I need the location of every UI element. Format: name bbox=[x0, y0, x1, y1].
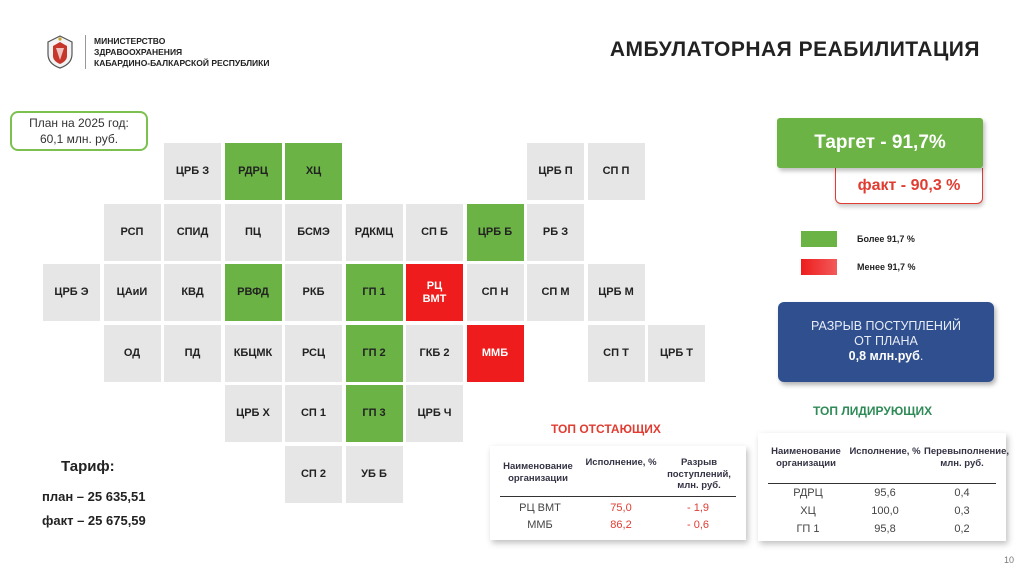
gap-value: 0,8 млн.руб bbox=[848, 349, 920, 363]
ministry-header: МИНИСТЕРСТВО ЗДРАВООХРАНЕНИЯ КАБАРДИНО-Б… bbox=[45, 34, 269, 70]
grid-cell: РСП bbox=[102, 202, 162, 262]
gap-suffix: . bbox=[919, 349, 924, 363]
grid-cell: РСЦ bbox=[284, 323, 343, 383]
gap-title-line2: ОТ ПЛАНА bbox=[854, 334, 918, 348]
table-header: Наименование организации bbox=[771, 446, 841, 469]
leading-title: ТОП ЛИДИРУЮЩИХ bbox=[813, 404, 933, 418]
table-cell: 95,8 bbox=[874, 523, 896, 535]
grid-cell: РЦ ВМТ bbox=[405, 263, 464, 322]
plan-label: План на 2025 год: bbox=[29, 116, 129, 130]
table-cell: - 0,6 bbox=[686, 519, 709, 531]
grid-cell: ЦРБ Ч bbox=[405, 384, 464, 443]
table-cell: РДРЦ bbox=[793, 487, 823, 499]
grid-cell: СП Т bbox=[586, 323, 646, 383]
grid-cell: СП 2 bbox=[284, 444, 343, 504]
table-cell: - 1,9 bbox=[686, 502, 709, 514]
table-cell: 95,6 bbox=[874, 487, 896, 499]
table-cell: ГП 1 bbox=[796, 523, 820, 535]
page-title: АМБУЛАТОРНАЯ РЕАБИЛИТАЦИЯ bbox=[609, 38, 980, 61]
table-cell: 75,0 bbox=[610, 502, 632, 514]
grid-cell: ГП 2 bbox=[344, 323, 404, 383]
grid-cell: ГКБ 2 bbox=[405, 323, 464, 383]
grid-cell: СПИД bbox=[163, 202, 222, 262]
legend-label: Менее 91,7 % bbox=[857, 262, 916, 272]
gap-value-line: 0,8 млн.руб. bbox=[778, 349, 994, 364]
table-header: Исполнение, % bbox=[585, 457, 657, 468]
lagging-table: Наименование организации Исполнение, % Р… bbox=[490, 446, 746, 540]
legend-item-above: Более 91,7 % bbox=[801, 231, 915, 247]
grid-cell: СП Н bbox=[465, 263, 525, 322]
plan-box: План на 2025 год: 60,1 млн. руб. bbox=[10, 111, 148, 151]
legend-swatch-green bbox=[801, 231, 837, 247]
grid-cell: ЦРБ Х bbox=[223, 384, 283, 443]
grid-cell: СП 1 bbox=[284, 384, 343, 443]
table-cell: ММБ bbox=[527, 519, 553, 531]
grid-cell: СП М bbox=[526, 263, 585, 322]
table-header: Наименование организации bbox=[503, 461, 573, 484]
table-divider bbox=[768, 483, 996, 484]
grid-cell: РДРЦ bbox=[223, 142, 283, 201]
tariff-fact: факт – 25 675,59 bbox=[42, 513, 146, 528]
fact-box: факт - 90,3 % bbox=[835, 168, 983, 204]
table-cell: РЦ ВМТ bbox=[519, 502, 561, 514]
grid-cell: БСМЭ bbox=[284, 202, 343, 262]
grid-cell: ММБ bbox=[465, 323, 525, 383]
grid-cell: ПЦ bbox=[223, 202, 283, 262]
leading-table: Наименование организации Исполнение, % П… bbox=[758, 433, 1010, 541]
grid-cell: ХЦ bbox=[284, 142, 343, 201]
table-header: Перевыполнение, млн. руб. bbox=[924, 446, 1010, 469]
table-cell: 100,0 bbox=[871, 505, 899, 517]
grid-cell: ЦАиИ bbox=[102, 263, 162, 322]
grid-cell: КБЦМК bbox=[223, 323, 283, 383]
header-divider bbox=[85, 35, 86, 69]
page-number: 10 bbox=[1003, 555, 1014, 565]
legend-item-below: Менее 91,7 % bbox=[801, 259, 915, 275]
table-divider bbox=[500, 496, 736, 497]
grid-cell: ОД bbox=[102, 323, 162, 383]
grid-cell: ЦРБ З bbox=[163, 142, 222, 201]
grid-cell: ЦРБ Б bbox=[465, 202, 525, 262]
tariff-plan: план – 25 635,51 bbox=[42, 489, 146, 504]
grid-cell: ГП 1 bbox=[344, 263, 404, 322]
grid-cell: ЦРБ П bbox=[526, 142, 585, 201]
grid-cell: ПД bbox=[163, 323, 222, 383]
grid-cell: СП П bbox=[586, 142, 646, 201]
legend-label: Более 91,7 % bbox=[857, 234, 915, 244]
table-cell: 0,4 bbox=[954, 487, 970, 499]
table-cell: ХЦ bbox=[800, 505, 816, 517]
table-cell: 86,2 bbox=[610, 519, 632, 531]
grid-cell: РДКМЦ bbox=[344, 202, 404, 262]
emblem-icon bbox=[47, 35, 73, 69]
revenue-gap-box: РАЗРЫВ ПОСТУПЛЕНИЙ ОТ ПЛАНА 0,8 млн.руб. bbox=[778, 302, 994, 382]
grid-cell: РВФД bbox=[223, 263, 283, 322]
table-cell: 0,3 bbox=[954, 505, 970, 517]
grid-cell: КВД bbox=[163, 263, 222, 322]
table-header: Исполнение, % bbox=[849, 446, 921, 457]
ministry-name: МИНИСТЕРСТВО ЗДРАВООХРАНЕНИЯ КАБАРДИНО-Б… bbox=[94, 35, 270, 68]
target-box: Таргет - 91,7% bbox=[777, 118, 983, 168]
grid-cell: УБ Б bbox=[344, 444, 404, 504]
grid-cell: ЦРБ М bbox=[586, 263, 646, 322]
table-cell: 0,2 bbox=[954, 523, 970, 535]
legend-swatch-red bbox=[801, 259, 837, 275]
grid-cell: СП Б bbox=[405, 202, 464, 262]
grid-cell: РБ З bbox=[526, 202, 585, 262]
plan-value: 60,1 млн. руб. bbox=[39, 132, 119, 146]
gap-title-line1: РАЗРЫВ ПОСТУПЛЕНИЙ bbox=[811, 319, 961, 333]
table-header: Разрыв поступлений, млн. руб. bbox=[667, 457, 731, 491]
grid-cell: ГП 3 bbox=[344, 384, 404, 443]
grid-cell: РКБ bbox=[284, 263, 343, 322]
grid-cell: ЦРБ Э bbox=[42, 263, 101, 322]
grid-cell: ЦРБ Т bbox=[647, 323, 706, 383]
tariff-title: Тариф: bbox=[61, 458, 115, 475]
lagging-title: ТОП ОТСТАЮЩИХ bbox=[551, 422, 661, 436]
